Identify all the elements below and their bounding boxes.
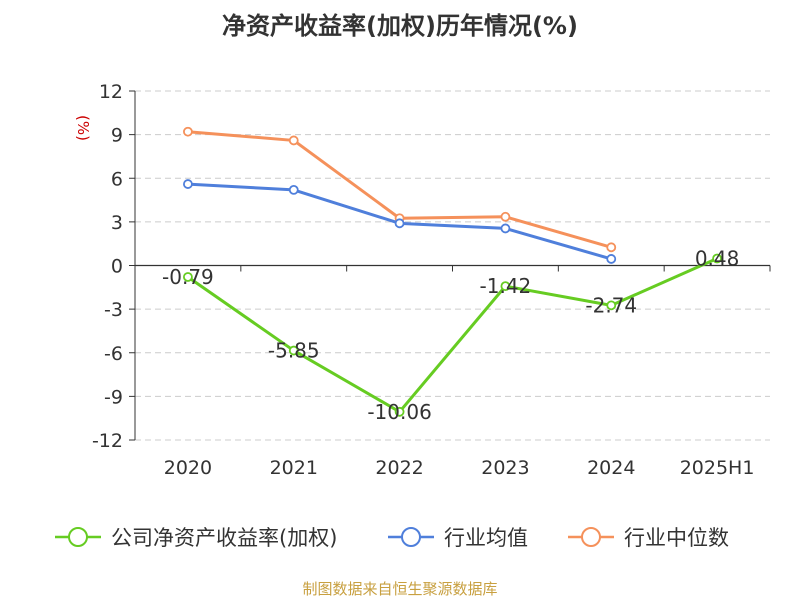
data-label: -0.79 [162, 265, 214, 289]
legend-marker [68, 527, 88, 547]
data-point [500, 223, 511, 234]
y-tick-label: 12 [99, 81, 123, 103]
legend-label: 行业均值 [444, 526, 528, 550]
data-point [183, 126, 193, 137]
y-tick-label: -3 [104, 299, 123, 321]
data-point [288, 135, 299, 146]
data-labels: -0.79 -5.85 -10.06 -1.42 -2.74 0.48 [162, 247, 739, 424]
data-label: -1.42 [480, 274, 532, 298]
series-line [187, 130, 612, 249]
legend-marker [581, 527, 601, 547]
data-point [394, 406, 405, 417]
y-tick-label: -9 [104, 386, 123, 408]
axes: 12 9 6 3 0 -3 -6 -9 -12 2020 2021 2022 2023 2024 2025H… [92, 81, 771, 479]
chart-title: 净资产收益率(加权)历年情况(%) [222, 12, 578, 40]
data-point [606, 300, 617, 311]
data-point [500, 211, 511, 222]
data-point [394, 218, 405, 229]
source-note: 制图数据来自恒生聚源数据库 [302, 580, 497, 598]
legend: 公司净资产收益率(加权) 行业均值 行业中位数 [55, 526, 729, 550]
data-point [500, 281, 511, 292]
legend-label: 公司净资产收益率(加权) [111, 526, 337, 550]
legend-marker [401, 527, 421, 547]
y-tick-label: 6 [111, 168, 123, 190]
data-point [183, 272, 193, 282]
x-tick-label: 2021 [270, 457, 318, 479]
data-point [183, 179, 193, 189]
data-point [288, 345, 299, 356]
x-tick-label: 2022 [375, 457, 423, 479]
y-tick-label: 3 [111, 212, 123, 234]
data-label: -5.85 [268, 339, 320, 363]
data-label: 0.48 [695, 247, 740, 271]
x-tick-label: 2023 [481, 457, 529, 479]
series-line [187, 257, 718, 414]
series-layer [183, 126, 722, 417]
y-tick-label: -6 [104, 343, 123, 365]
x-tick-label: 2024 [587, 457, 635, 479]
data-point [712, 253, 722, 264]
y-tick-label: 9 [111, 125, 123, 147]
data-label: -10.06 [367, 400, 431, 424]
y-tick-label: 0 [111, 256, 123, 278]
x-tick-label: 2025H1 [680, 457, 755, 479]
y-axis-unit: (%) [74, 115, 92, 141]
data-point [606, 242, 617, 253]
data-point [606, 254, 617, 264]
x-tick-label: 2020 [164, 457, 212, 479]
data-label: -2.74 [585, 293, 637, 317]
data-point [288, 184, 299, 195]
legend-label: 行业中位数 [624, 526, 729, 550]
y-tick-label: -12 [92, 430, 123, 452]
